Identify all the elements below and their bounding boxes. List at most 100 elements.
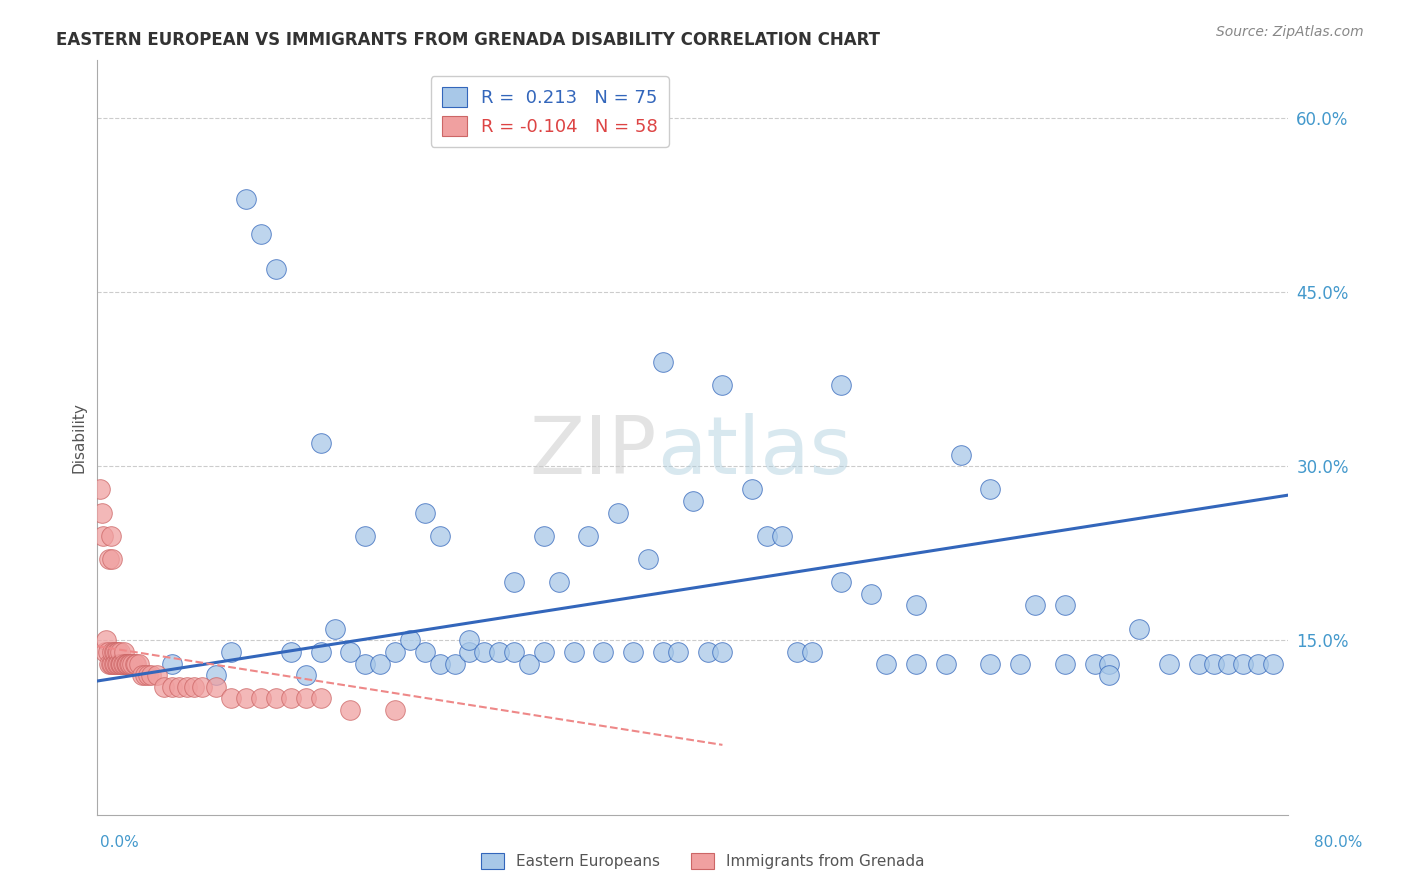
Text: 80.0%: 80.0% — [1315, 836, 1362, 850]
Point — [458, 633, 481, 648]
Point — [949, 448, 972, 462]
Point — [413, 506, 436, 520]
Point — [120, 657, 142, 671]
Point — [979, 483, 1001, 497]
Point — [101, 645, 124, 659]
Point — [110, 657, 132, 671]
Point — [221, 691, 243, 706]
Point — [533, 529, 555, 543]
Point — [160, 680, 183, 694]
Point — [107, 645, 129, 659]
Point — [429, 529, 451, 543]
Point — [488, 645, 510, 659]
Point — [205, 680, 228, 694]
Text: EASTERN EUROPEAN VS IMMIGRANTS FROM GRENADA DISABILITY CORRELATION CHART: EASTERN EUROPEAN VS IMMIGRANTS FROM GREN… — [56, 31, 880, 49]
Point — [309, 645, 332, 659]
Point — [1053, 657, 1076, 671]
Point — [1157, 657, 1180, 671]
Point — [280, 691, 302, 706]
Point — [547, 575, 569, 590]
Point — [711, 645, 734, 659]
Point — [235, 192, 257, 206]
Point — [800, 645, 823, 659]
Point — [131, 668, 153, 682]
Point — [533, 645, 555, 659]
Point — [264, 691, 287, 706]
Point — [666, 645, 689, 659]
Point — [115, 657, 138, 671]
Y-axis label: Disability: Disability — [72, 401, 86, 473]
Point — [139, 668, 162, 682]
Point — [399, 633, 422, 648]
Point — [309, 691, 332, 706]
Point — [94, 645, 117, 659]
Point — [167, 680, 190, 694]
Point — [98, 657, 121, 671]
Point — [100, 657, 122, 671]
Point — [562, 645, 585, 659]
Point — [114, 657, 136, 671]
Point — [124, 657, 146, 671]
Point — [1083, 657, 1105, 671]
Point — [264, 261, 287, 276]
Point — [413, 645, 436, 659]
Point — [1098, 657, 1121, 671]
Point — [368, 657, 391, 671]
Point — [125, 657, 148, 671]
Text: Source: ZipAtlas.com: Source: ZipAtlas.com — [1216, 25, 1364, 39]
Point — [875, 657, 897, 671]
Point — [97, 645, 120, 659]
Point — [1218, 657, 1240, 671]
Point — [354, 657, 377, 671]
Point — [592, 645, 614, 659]
Point — [101, 657, 124, 671]
Point — [786, 645, 808, 659]
Point — [831, 575, 853, 590]
Text: ZIP: ZIP — [530, 413, 657, 491]
Point — [904, 657, 927, 671]
Point — [294, 691, 316, 706]
Point — [160, 657, 183, 671]
Point — [250, 227, 273, 241]
Point — [637, 552, 659, 566]
Point — [1188, 657, 1211, 671]
Point — [1024, 599, 1046, 613]
Point — [112, 645, 135, 659]
Point — [108, 645, 131, 659]
Point — [741, 483, 763, 497]
Point — [1098, 668, 1121, 682]
Point — [429, 657, 451, 671]
Point — [103, 657, 125, 671]
Point — [112, 657, 135, 671]
Point — [384, 703, 406, 717]
Point — [472, 645, 495, 659]
Point — [860, 587, 883, 601]
Point — [517, 657, 540, 671]
Point — [1128, 622, 1150, 636]
Point — [696, 645, 718, 659]
Point — [110, 657, 132, 671]
Point — [176, 680, 198, 694]
Point — [250, 691, 273, 706]
Point — [294, 668, 316, 682]
Point — [503, 575, 526, 590]
Point — [1053, 599, 1076, 613]
Point — [121, 657, 143, 671]
Point — [128, 657, 150, 671]
Point — [98, 552, 121, 566]
Point — [111, 657, 134, 671]
Point — [339, 645, 361, 659]
Point — [309, 436, 332, 450]
Point — [104, 645, 127, 659]
Point — [280, 645, 302, 659]
Point — [770, 529, 793, 543]
Point — [831, 377, 853, 392]
Text: atlas: atlas — [657, 413, 851, 491]
Point — [503, 645, 526, 659]
Point — [108, 657, 131, 671]
Point — [103, 645, 125, 659]
Legend: Eastern Europeans, Immigrants from Grenada: Eastern Europeans, Immigrants from Grena… — [475, 847, 931, 875]
Point — [458, 645, 481, 659]
Text: 0.0%: 0.0% — [100, 836, 139, 850]
Point — [935, 657, 957, 671]
